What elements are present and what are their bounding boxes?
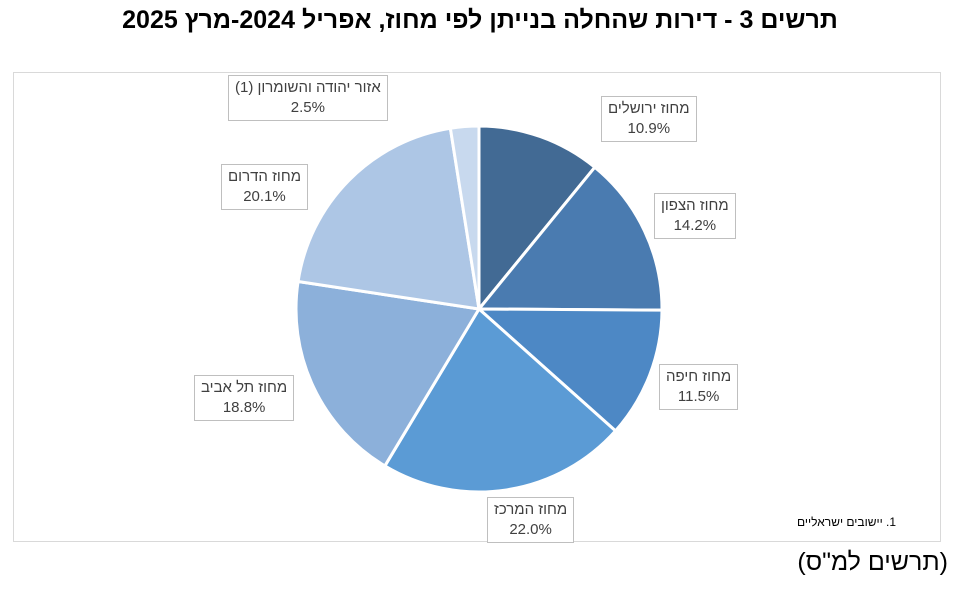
chart-area: מחוז ירושלים 10.9% מחוז הצפון 14.2% מחוז… xyxy=(13,72,941,543)
slice-label-north: מחוז הצפון 14.2% xyxy=(654,193,736,239)
slice-label-tel-aviv: מחוז תל אביב 18.8% xyxy=(194,375,295,421)
pie-chart xyxy=(294,124,664,494)
pie-slice-center xyxy=(383,307,618,494)
label-name: מחוז הדרום xyxy=(228,168,301,185)
pie-slice-tel-aviv xyxy=(294,280,481,468)
source-note: (תרשים למ"ס) xyxy=(797,548,948,576)
label-name: מחוז תל אביב xyxy=(201,379,288,396)
pie-slice-judea-samaria xyxy=(448,124,481,311)
label-value: 22.0% xyxy=(509,521,552,538)
label-name: מחוז ירושלים xyxy=(608,100,690,117)
chart-title: תרשים 3 - דירות שהחלה בנייתן לפי מחוז, א… xyxy=(122,6,838,34)
slice-label-haifa: מחוז חיפה 11.5% xyxy=(659,364,739,410)
pie-slice-haifa xyxy=(477,307,664,433)
label-name: מחוז המרכז xyxy=(494,501,568,518)
pie-slice-jerusalem xyxy=(477,124,597,311)
slice-label-center: מחוז המרכז 22.0% xyxy=(487,497,575,543)
pie-slice-south xyxy=(296,126,481,311)
pie-slice-north xyxy=(477,165,664,312)
label-value: 14.2% xyxy=(673,217,717,234)
label-value: 20.1% xyxy=(243,188,286,205)
label-value: 11.5% xyxy=(677,388,720,405)
label-value: 2.5% xyxy=(290,99,325,116)
label-value: 18.8% xyxy=(222,399,266,416)
label-name: מחוז הצפון xyxy=(661,197,729,214)
footnote: 1. יישובים ישראליים xyxy=(797,515,897,529)
slice-label-south: מחוז הדרום 20.1% xyxy=(221,164,308,210)
slice-label-jerusalem: מחוז ירושלים 10.9% xyxy=(601,96,697,142)
label-name: מחוז חיפה xyxy=(666,368,732,385)
slice-label-judea-samaria: אזור יהודה והשומרון (1) 2.5% xyxy=(228,75,388,121)
label-name: אזור יהודה והשומרון (1) xyxy=(235,79,381,96)
label-value: 10.9% xyxy=(627,120,671,137)
